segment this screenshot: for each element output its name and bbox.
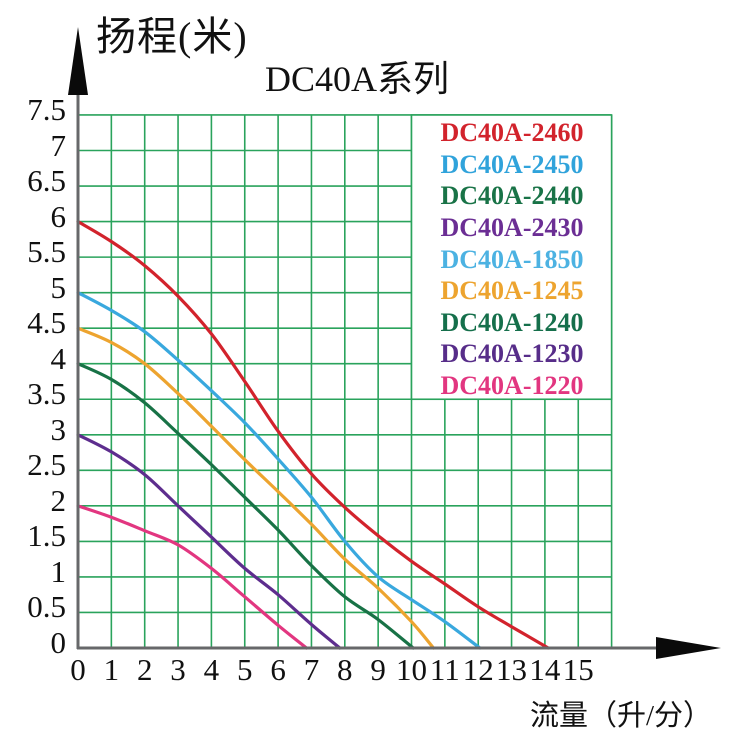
y-tick-label: 6.5 [27, 163, 66, 199]
y-tick-label: 4.5 [27, 305, 66, 341]
x-tick-label: 9 [370, 652, 386, 687]
curve-DC40A-1245 [76, 326, 436, 650]
chart-title: DC40A系列 [264, 59, 449, 99]
x-tick-label: 15 [562, 652, 594, 687]
y-tick-label: 0.5 [27, 589, 66, 625]
y-axis-label: 扬程(米) [96, 14, 248, 59]
pump-curves [76, 220, 550, 650]
legend-item-DC40A-1230: DC40A-1230 [440, 339, 584, 369]
x-tick-label: 14 [529, 652, 561, 687]
y-tick-label: 1 [50, 553, 67, 589]
legend-box [410, 114, 613, 401]
x-tick-label: 8 [337, 652, 353, 687]
curve-DC40A-2430-DC40A-1230 [76, 433, 342, 650]
y-tick-label: 7 [50, 127, 67, 163]
y-tick-label: 1.5 [27, 518, 66, 554]
y-axis-arrow-icon [68, 27, 88, 95]
y-tick-label: 5.5 [27, 234, 66, 270]
legend-item-DC40A-2430: DC40A-2430 [440, 213, 584, 243]
x-tick-label: 10 [396, 652, 427, 687]
legend-item-DC40A-2460: DC40A-2460 [440, 118, 584, 148]
curve-DC40A-2440-DC40A-1240 [76, 362, 415, 650]
x-axis-label: 流量（升/分） [529, 700, 712, 732]
curve-DC40A-1220 [76, 504, 308, 650]
axes [68, 27, 721, 659]
x-tick-label: 5 [237, 652, 253, 687]
legend-item-DC40A-1850: DC40A-1850 [440, 244, 584, 274]
curve-DC40A-2460 [76, 220, 550, 650]
y-tick-label: 2.5 [27, 447, 66, 483]
y-tick-label: 0 [50, 625, 67, 660]
x-axis-arrow-icon [656, 637, 721, 659]
y-tick-label: 3.5 [27, 376, 66, 412]
y-tick-label: 5 [50, 269, 67, 305]
x-tick-label: 11 [429, 652, 460, 687]
x-tick-label: 6 [270, 652, 286, 687]
x-tick-label: 3 [170, 652, 186, 687]
y-tick-label: 2 [50, 482, 67, 518]
legend-item-DC40A-1220: DC40A-1220 [440, 370, 584, 400]
x-tick-label: 4 [203, 652, 220, 687]
y-tick-label: 7.5 [27, 91, 66, 127]
x-tick-label: 0 [70, 652, 86, 687]
legend-item-DC40A-1240: DC40A-1240 [440, 307, 584, 337]
y-tick-label: 4 [50, 340, 67, 376]
x-tick-label: 12 [462, 652, 494, 687]
x-tick-label: 1 [103, 652, 120, 687]
y-tick-label: 3 [50, 411, 67, 447]
x-tick-label: 2 [136, 652, 153, 687]
y-tick-label: 6 [50, 198, 67, 234]
legend-item-DC40A-1245: DC40A-1245 [440, 276, 584, 306]
curve-DC40A-2450-DC40A-1850 [76, 291, 482, 650]
x-tick-label: 7 [303, 652, 320, 687]
legend-item-DC40A-2450: DC40A-2450 [440, 149, 584, 179]
x-tick-label: 13 [496, 652, 528, 687]
legend-item-DC40A-2440: DC40A-2440 [440, 181, 584, 211]
